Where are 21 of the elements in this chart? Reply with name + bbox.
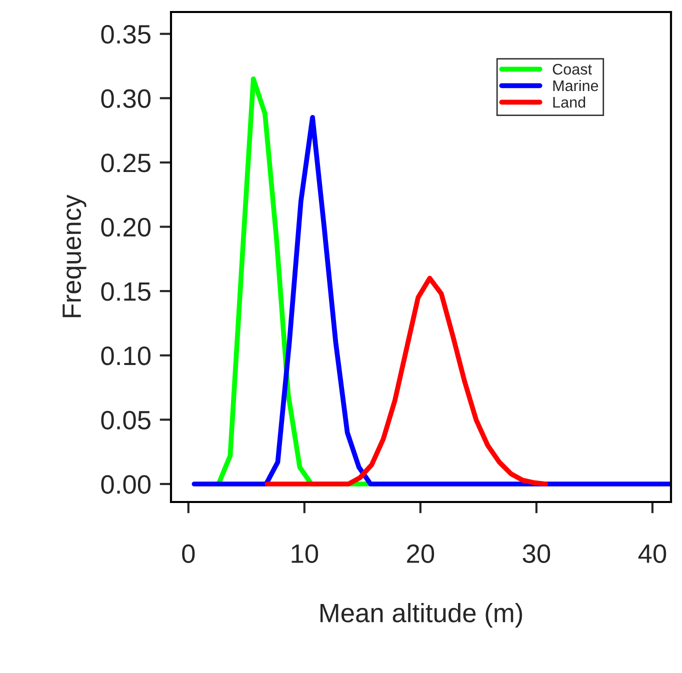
- line-series: [264, 276, 548, 486]
- x-tick-label: 0: [182, 544, 195, 564]
- line-series: [192, 115, 671, 486]
- x-axis-title: Mean altitude (m): [320, 602, 522, 628]
- legend-label: Coast: [552, 64, 592, 75]
- y-tick-label: 0.20: [101, 218, 151, 237]
- x-tick-label: 20: [407, 544, 434, 564]
- y-tick-label: 0.05: [101, 410, 150, 430]
- x-tick-label: 30: [522, 544, 550, 564]
- x-tick-label: 10: [292, 544, 318, 564]
- y-tick-label: 0.10: [101, 346, 151, 366]
- y-tick-label: 0.30: [101, 89, 151, 108]
- line-series: [216, 76, 372, 486]
- y-axis-title: Frequency: [62, 194, 86, 318]
- y-tick-label: 0.00: [101, 475, 151, 494]
- legend-label: Land: [553, 96, 586, 108]
- x-tick-label: 40: [638, 544, 666, 564]
- y-tick-label: 0.15: [101, 282, 150, 301]
- legend-label: Marine: [553, 80, 598, 92]
- y-tick-label: 0.35: [101, 25, 150, 44]
- y-tick-label: 0.25: [101, 154, 150, 172]
